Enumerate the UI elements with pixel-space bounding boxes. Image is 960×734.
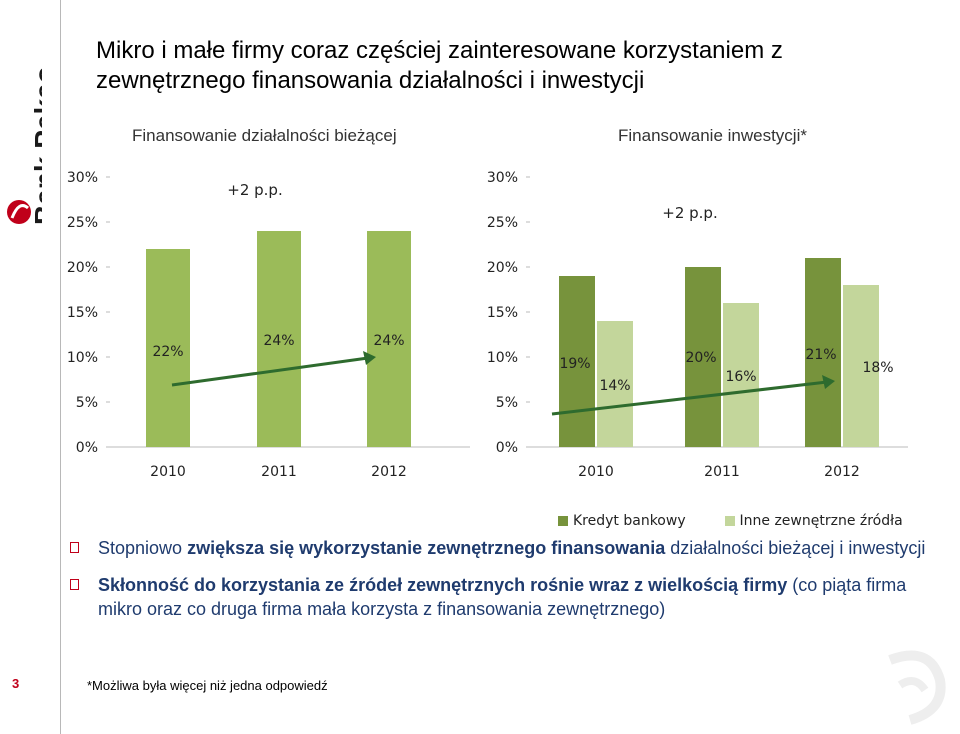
data-label: 21% (805, 347, 836, 363)
bullet-bold-text: zwiększa się wykorzystanie zewnętrznego … (187, 538, 666, 558)
bar (685, 267, 721, 447)
legend-swatch-inne (724, 516, 735, 526)
y-tick-label: 0% (496, 440, 518, 456)
trend-annotation: +2 p.p. (662, 204, 717, 222)
y-tick-label: 30% (487, 170, 518, 186)
legend-label-kredyt: Kredyt bankowy (573, 513, 686, 529)
y-tick-label: 10% (67, 350, 98, 366)
bullet-item: Stopniowo zwiększa się wykorzystanie zew… (70, 536, 950, 560)
x-tick-label: 2010 (150, 464, 186, 480)
watermark-logo (888, 650, 946, 725)
data-label: 16% (725, 369, 756, 385)
trend-arrow-head (363, 351, 376, 365)
bullet-text: (co piąta firma mikro oraz co druga firm… (98, 575, 907, 619)
data-label: 24% (263, 333, 294, 349)
y-tick-label: 5% (76, 395, 98, 411)
sidebar-divider (60, 0, 61, 734)
y-tick-label: 15% (67, 305, 98, 321)
y-tick-label: 25% (67, 215, 98, 231)
x-tick-label: 2011 (704, 464, 740, 480)
bullet-text: działalności bieżącej i inwestycji (665, 538, 926, 558)
data-label: 14% (599, 378, 630, 394)
page-number: 3 (12, 676, 20, 691)
y-tick-label: 15% (487, 305, 518, 321)
data-label: 24% (373, 333, 404, 349)
chart-title-operating: Finansowanie działalności bieżącej (132, 126, 397, 145)
bullet-bold-text: Skłonność do korzystania ze źródeł zewnę… (98, 575, 788, 595)
data-label: 19% (559, 356, 590, 372)
charts-area: 0% 5% 10% 15% 20% 25% 30% 2010 2011 2012 22% 24% 24%… (67, 170, 908, 480)
bar (597, 321, 633, 447)
trend-arrow (171, 356, 369, 387)
bar (146, 249, 190, 447)
chart-legend: Kredyt bankowy Inne zewnętrzne źródła (558, 513, 903, 529)
bar (723, 303, 759, 447)
bar (843, 285, 879, 447)
x-tick-label: 2010 (578, 464, 614, 480)
bar (257, 231, 301, 447)
trend-annotation: +2 p.p. (227, 181, 282, 199)
y-tick-label: 10% (487, 350, 518, 366)
chart-title-investment: Finansowanie inwestycji* (618, 126, 807, 145)
bar (367, 231, 411, 447)
legend-swatch-kredyt (558, 516, 568, 526)
y-tick-label: 20% (487, 260, 518, 276)
bank-logo: Bank Pekao (7, 66, 42, 225)
x-tick-label: 2012 (824, 464, 860, 480)
data-label: 22% (152, 344, 183, 360)
y-tick-label: 0% (76, 440, 98, 456)
x-tick-label: 2011 (261, 464, 297, 480)
y-tick-label: 20% (67, 260, 98, 276)
data-label: 18% (862, 360, 893, 376)
x-tick-label: 2012 (371, 464, 407, 480)
bullet-item: Skłonność do korzystania ze źródeł zewnę… (70, 573, 950, 621)
bar (805, 258, 841, 447)
y-tick-label: 5% (496, 395, 518, 411)
trend-arrow-head (822, 375, 835, 389)
y-tick-label: 25% (487, 215, 518, 231)
data-label: 20% (685, 350, 716, 366)
y-tick-label: 30% (67, 170, 98, 186)
footnote: *Możliwa była więcej niż jedna odpowiedź (87, 678, 328, 693)
page-title: Mikro i małe firmy coraz częściej zainte… (96, 37, 783, 94)
bullet-text: Stopniowo (98, 538, 188, 558)
bar (559, 276, 595, 447)
trend-arrow (551, 380, 828, 416)
legend-label-inne: Inne zewnętrzne źródła (739, 513, 903, 529)
svg-text:Bank Pekao: Bank Pekao (29, 66, 42, 225)
bullet-list: Stopniowo zwiększa się wykorzystanie zew… (70, 536, 950, 634)
